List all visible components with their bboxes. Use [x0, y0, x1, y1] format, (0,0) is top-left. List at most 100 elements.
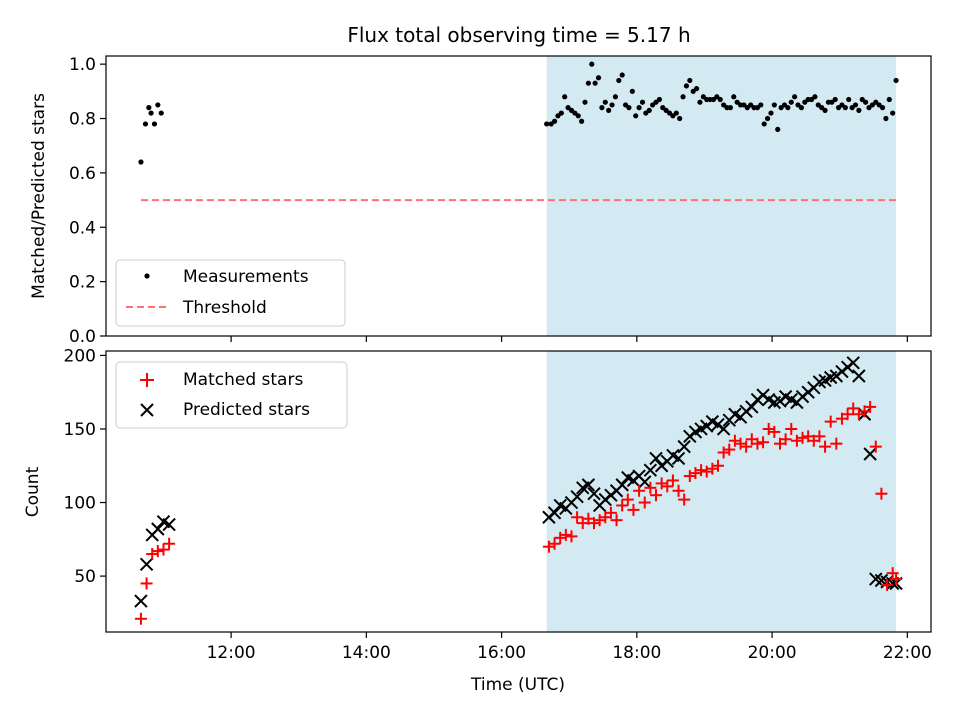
- predicted-star-point: [587, 486, 601, 501]
- measurement-point: [890, 110, 896, 116]
- measurement-point: [558, 110, 564, 116]
- measurement-point: [646, 107, 652, 113]
- matched-star-point: [819, 440, 832, 453]
- matched-star-point: [146, 548, 159, 561]
- matched-star-point: [655, 477, 668, 490]
- predicted-star-point: [677, 439, 691, 454]
- top-y-ticks: 0.0 0.2 0.4 0.6 0.8 1.0: [69, 55, 908, 347]
- measurement-point: [582, 99, 588, 105]
- top-legend-box: [115, 259, 346, 327]
- matched-star-point: [813, 430, 826, 443]
- measurement-point: [544, 121, 550, 127]
- matched-star-point: [881, 578, 894, 591]
- matched-star-point: [678, 493, 691, 506]
- measurement-point: [697, 99, 703, 105]
- top-ytick-label: 1.0: [69, 55, 96, 75]
- measurement-point: [856, 107, 862, 113]
- predicted-star-point: [846, 356, 860, 370]
- measurement-point: [656, 96, 662, 103]
- measurement-point: [148, 110, 154, 116]
- measurement-point: [812, 94, 818, 100]
- bottom-shaded-span: [546, 351, 897, 632]
- matched-star-point: [751, 437, 764, 450]
- predicted-star-point: [151, 522, 165, 536]
- predicted-star-point: [643, 463, 658, 477]
- measurement-point: [639, 99, 646, 105]
- legend-matched-marker: [140, 373, 154, 387]
- measurement-point: [863, 99, 869, 105]
- bottom-xtick-label: 12:00: [207, 643, 256, 663]
- measurement-point: [731, 94, 737, 100]
- matched-star-point: [661, 480, 674, 493]
- matched-star-point: [830, 437, 843, 450]
- matched-star-point: [163, 537, 176, 550]
- matched-star-point: [610, 514, 623, 527]
- predicted-star-point: [570, 489, 584, 504]
- legend-threshold-label: Threshold: [182, 298, 267, 318]
- matched-star-point: [847, 402, 860, 415]
- predicted-star-point: [162, 517, 176, 532]
- matched-star-point: [796, 431, 809, 444]
- bottom-axes-frame: [105, 350, 932, 633]
- matched-star-point: [638, 496, 651, 509]
- measurement-point: [155, 102, 161, 108]
- matched-star-point: [565, 530, 578, 543]
- measurement-point: [788, 99, 794, 105]
- measurement-point: [832, 96, 838, 103]
- legend-predicted-label: Predicted stars: [183, 400, 310, 420]
- predicted-star-point: [581, 478, 596, 492]
- matched-star-point: [616, 499, 629, 512]
- bottom-legend-box: [115, 361, 348, 429]
- matched-star-point: [548, 537, 561, 550]
- measurement-point: [761, 121, 767, 127]
- bottom-xtick-label: 18:00: [612, 643, 661, 663]
- measurement-point: [680, 94, 686, 100]
- measurement-point: [142, 121, 149, 127]
- matched-star-point: [706, 462, 719, 475]
- predicted-star-point: [671, 451, 686, 466]
- matched-star-point: [824, 415, 837, 428]
- matched-star-point: [734, 437, 747, 450]
- top-axes-frame: [105, 55, 932, 337]
- matched-star-point: [644, 481, 657, 494]
- predicted-star-point: [716, 422, 731, 436]
- matched-star-point: [757, 436, 770, 449]
- measurement-point: [852, 102, 859, 108]
- matched-star-point: [890, 573, 903, 586]
- measurement-point: [595, 75, 602, 81]
- measurement-point: [626, 105, 632, 111]
- matched-star-point: [683, 470, 696, 483]
- measurement-point: [677, 115, 683, 122]
- matched-star-point: [762, 422, 775, 435]
- measurement-point: [683, 83, 690, 89]
- measurement-point: [579, 118, 585, 124]
- matched-star-point: [140, 577, 153, 590]
- measurement-point: [575, 113, 581, 119]
- matched-star-point: [588, 517, 601, 530]
- matched-star-point: [695, 464, 708, 477]
- top-ytick-label: 0.2: [69, 273, 96, 293]
- measurement-point: [717, 96, 723, 103]
- measurement-point: [633, 113, 639, 119]
- measurement-point: [693, 86, 700, 92]
- matched-star-point: [864, 400, 877, 413]
- measurement-point: [879, 105, 886, 111]
- bottom-x-axis-label: Time (UTC): [470, 675, 565, 695]
- predicted-star-point: [863, 447, 877, 461]
- legend-measurements-marker: [144, 273, 150, 279]
- matched-star-point: [593, 514, 606, 527]
- measurement-point: [551, 118, 558, 124]
- matched-star-point: [633, 484, 646, 497]
- measurement-point: [606, 107, 612, 113]
- bottom-xtick-label: 14:00: [342, 643, 391, 663]
- bottom-panel: 50 100 150 200 12:00 14:00 16:00 18:00 20:00 22:0…: [23, 346, 932, 695]
- predicted-star-point: [134, 594, 148, 608]
- measurement-point: [146, 105, 152, 111]
- measurement-point: [846, 96, 852, 103]
- measurement-point: [151, 121, 158, 127]
- measurement-point: [775, 126, 781, 132]
- measurement-point: [158, 110, 164, 116]
- matched-star-point: [621, 493, 634, 506]
- measurement-point: [792, 94, 798, 100]
